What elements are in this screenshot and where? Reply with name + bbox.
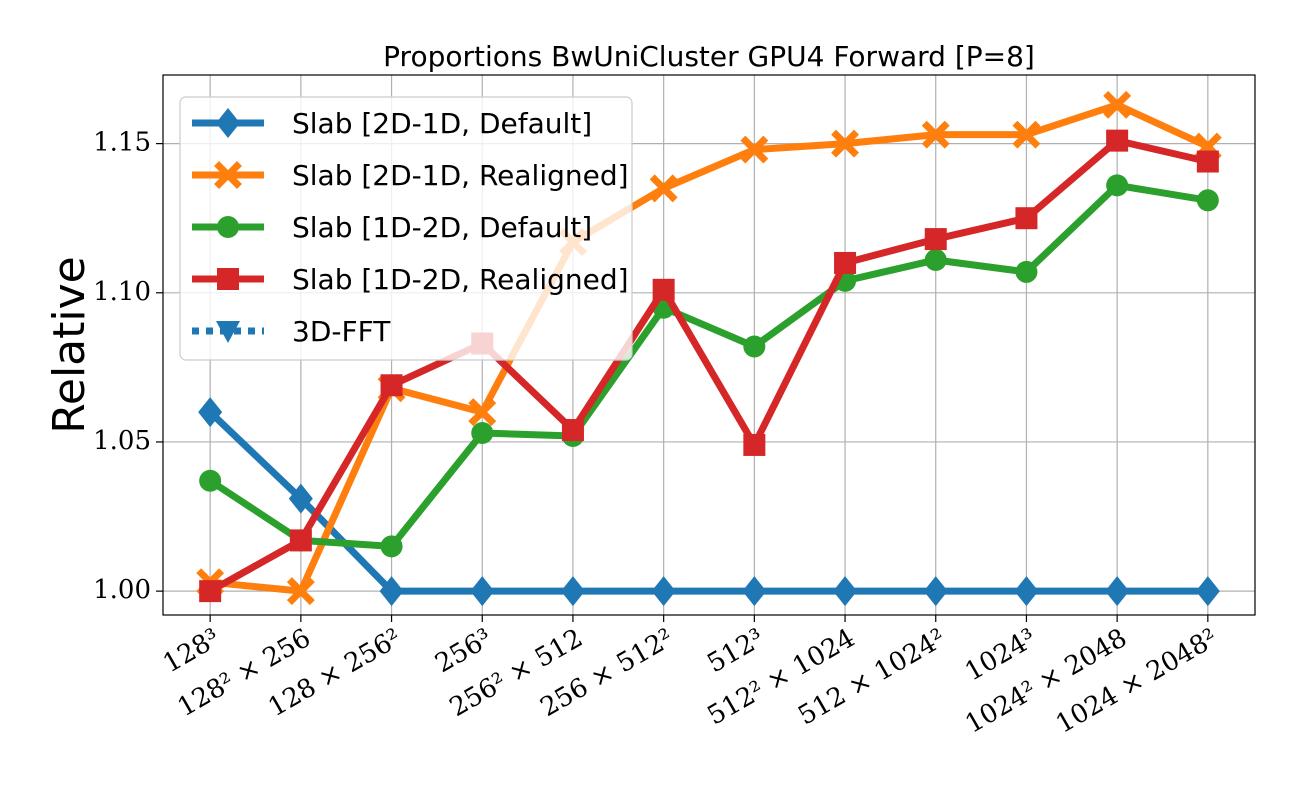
plot-frame [162,74,1256,616]
marker [561,419,584,442]
marker [740,135,769,164]
legend-marker [216,108,240,138]
series-line [208,181,1209,550]
legend-marker [217,216,239,238]
y-tick-label: 1.00 [93,575,151,605]
marker [1196,150,1219,173]
marker [380,374,403,397]
marker [1106,129,1129,152]
marker [924,248,947,271]
marker [1012,120,1041,149]
marker [560,576,585,607]
marker [831,129,859,158]
marker [380,535,403,558]
marker [468,398,497,427]
legend-label: Slab [2D-1D, Default] [292,107,592,140]
marker [471,422,494,445]
marker [1105,576,1130,607]
marker [199,469,222,492]
series-line [207,409,1208,595]
legend-box [179,96,633,361]
marker [289,529,312,552]
marker [743,335,766,358]
marker [743,433,766,456]
legend-label: Slab [1D-2D, Default] [292,211,592,244]
legend-label: Slab [2D-1D, Realigned] [292,159,629,192]
marker [1103,90,1132,119]
legend-label: 3D-FFT [292,315,391,348]
marker [833,576,858,607]
marker [288,483,313,514]
marker [649,174,678,203]
marker [1106,174,1129,197]
marker [651,576,676,607]
marker [921,120,950,149]
marker [199,580,222,603]
legend-marker [214,161,242,189]
marker [470,576,495,607]
y-tick-label: 1.15 [93,128,151,158]
chart-title: Proportions BwUniCluster GPU4 Forward [P… [383,40,1035,73]
y-axis-label: Relative [44,256,95,433]
marker [924,228,947,251]
marker [1015,260,1038,283]
y-tick-label: 1.05 [93,426,151,456]
marker [652,278,675,301]
marker [198,397,223,428]
marker [923,576,948,607]
series-line [209,101,1210,595]
marker [1014,576,1039,607]
marker [379,576,404,607]
legend-label: Slab [1D-2D, Realigned] [292,263,629,296]
marker [834,251,857,274]
series-line [208,137,1209,595]
marker [1015,207,1038,230]
legend-marker [217,268,239,290]
marker [1196,189,1219,212]
marker [742,576,767,607]
marker [286,577,315,606]
legend-marker [216,321,240,343]
y-tick-label: 1.10 [93,277,151,307]
marker [1195,576,1220,607]
